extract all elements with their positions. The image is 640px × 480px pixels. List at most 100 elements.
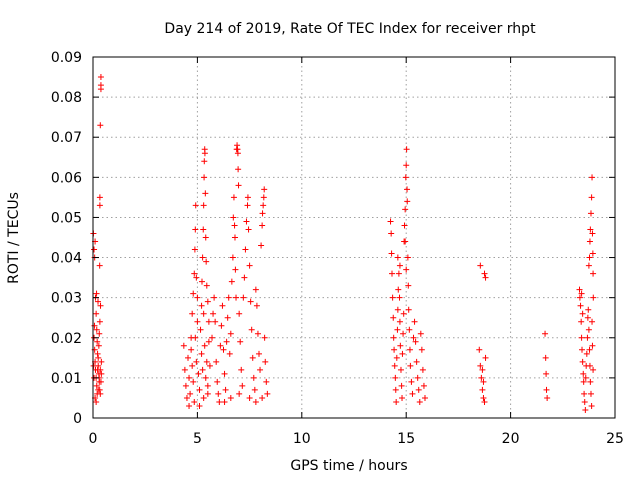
data-point: [395, 286, 402, 293]
data-point: [264, 390, 271, 397]
data-point: [406, 326, 413, 333]
data-point: [227, 394, 234, 401]
data-point: [388, 250, 395, 257]
data-point: [97, 122, 104, 129]
data-point: [189, 310, 196, 317]
data-point: [187, 390, 194, 397]
data-point: [576, 294, 583, 301]
data-point: [212, 318, 219, 325]
data-point: [260, 194, 267, 201]
data-point: [223, 338, 230, 345]
data-point: [220, 346, 227, 353]
data-point: [204, 298, 211, 305]
data-point: [393, 354, 400, 361]
data-point: [413, 358, 420, 365]
data-point: [221, 398, 228, 405]
data-point: [95, 386, 102, 393]
data-point: [410, 334, 417, 341]
data-point: [408, 378, 415, 385]
data-point: [404, 198, 411, 205]
data-point: [403, 162, 410, 169]
data-point: [589, 342, 596, 349]
data-point: [585, 306, 592, 313]
data-point: [95, 342, 102, 349]
data-point: [236, 390, 243, 397]
data-points: [90, 74, 597, 413]
data-point: [211, 294, 218, 301]
data-point: [405, 306, 412, 313]
data-point: [203, 358, 210, 365]
x-tick-label: 25: [606, 431, 624, 447]
data-point: [215, 390, 222, 397]
data-point: [209, 334, 216, 341]
data-point: [542, 330, 549, 337]
data-point: [202, 374, 209, 381]
data-point: [201, 150, 208, 157]
data-point: [198, 302, 205, 309]
data-point: [230, 194, 237, 201]
data-point: [199, 254, 206, 261]
axis-ticks: [92, 56, 616, 419]
data-point: [402, 238, 409, 245]
data-point: [586, 346, 593, 353]
data-point: [411, 318, 418, 325]
data-point: [181, 366, 188, 373]
data-point: [586, 362, 593, 369]
data-point: [91, 322, 98, 329]
data-point: [203, 258, 210, 265]
data-point: [94, 390, 101, 397]
data-point: [419, 366, 426, 373]
data-point: [477, 262, 484, 269]
data-point: [578, 318, 585, 325]
data-point: [392, 374, 399, 381]
data-point: [589, 250, 596, 257]
data-point: [415, 386, 422, 393]
data-point: [399, 350, 406, 357]
data-point: [234, 150, 241, 157]
data-point: [259, 210, 266, 217]
data-point: [199, 366, 206, 373]
data-point: [478, 374, 485, 381]
data-point: [421, 394, 428, 401]
data-point: [396, 318, 403, 325]
data-point: [244, 194, 251, 201]
y-tick-label: 0.08: [51, 90, 82, 106]
data-point: [390, 314, 397, 321]
tick-labels: 0 5 10 15 20 25 0 0.01 0.02 0.03 0.04 0.05 0.06 0.07 0…: [51, 50, 624, 447]
data-point: [202, 190, 209, 197]
grid-lines: [93, 57, 615, 418]
data-point: [476, 346, 483, 353]
data-point: [191, 246, 198, 253]
data-point: [97, 378, 104, 385]
data-point: [190, 290, 197, 297]
data-point: [581, 398, 588, 405]
data-point: [193, 274, 200, 281]
data-point: [253, 302, 260, 309]
data-point: [98, 370, 105, 377]
x-tick-label: 20: [502, 431, 520, 447]
data-point: [192, 202, 199, 209]
data-point: [259, 222, 266, 229]
data-point: [480, 394, 487, 401]
data-point: [420, 382, 427, 389]
data-point: [200, 310, 207, 317]
data-point: [395, 270, 402, 277]
data-point: [192, 226, 199, 233]
data-point: [405, 282, 412, 289]
data-point: [97, 366, 104, 373]
data-point: [261, 186, 268, 193]
data-point: [252, 286, 259, 293]
data-point: [190, 378, 197, 385]
data-point: [246, 262, 253, 269]
data-point: [201, 158, 208, 165]
data-point: [403, 266, 410, 273]
y-tick-label: 0: [73, 411, 82, 427]
plot-frame: [92, 56, 616, 419]
data-point: [247, 298, 254, 305]
data-point: [95, 298, 102, 305]
data-point: [578, 290, 585, 297]
x-tick-label: 15: [397, 431, 415, 447]
data-point: [589, 230, 596, 237]
data-point: [93, 290, 100, 297]
data-point: [481, 270, 488, 277]
